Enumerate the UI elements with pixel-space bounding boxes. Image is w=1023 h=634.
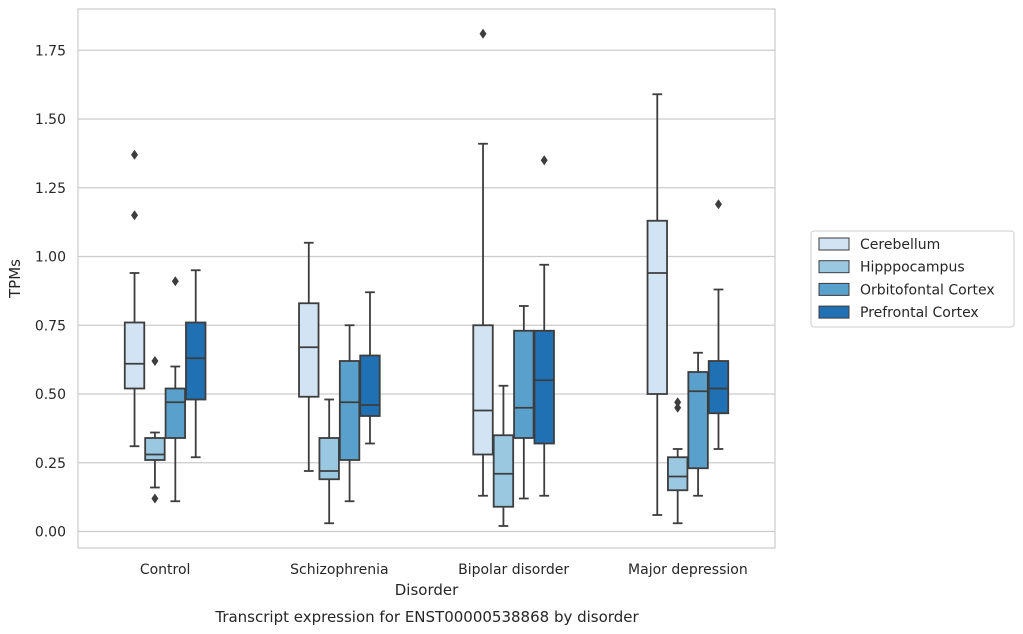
box-prefrontal-cortex xyxy=(359,291,381,445)
box-body xyxy=(513,329,535,439)
box-orbitofontal-cortex xyxy=(164,276,186,503)
box-hipppocampus xyxy=(318,398,340,525)
box-prefrontal-cortex xyxy=(707,199,730,450)
box-hipppocampus xyxy=(144,356,166,504)
box-body xyxy=(144,437,166,461)
plot-area-frame xyxy=(77,8,776,549)
box-orbitofontal-cortex xyxy=(338,324,361,503)
box-body xyxy=(318,437,340,481)
x-axis-label: Disorder xyxy=(395,581,459,599)
legend-entry: Cerebellum xyxy=(860,237,940,253)
box-body xyxy=(164,387,186,439)
box-cerebellum xyxy=(646,93,668,516)
y-tick-label: 0.50 xyxy=(35,387,66,403)
y-tick-label: 0.25 xyxy=(35,456,66,472)
outlier-point xyxy=(540,155,548,166)
boxes xyxy=(123,28,730,527)
box-body xyxy=(667,456,689,492)
legend-swatch xyxy=(818,282,850,296)
legend-swatch xyxy=(818,237,850,251)
x-tick-label: Control xyxy=(140,562,191,578)
box-body xyxy=(359,354,381,417)
x-tick-label: Bipolar disorder xyxy=(458,562,569,578)
box-body xyxy=(533,329,555,445)
outlier-point xyxy=(131,149,139,160)
outlier-point xyxy=(151,356,159,366)
box-hipppocampus xyxy=(492,384,515,527)
x-axis-ticks: Control Schizophrenia Bipolar disorder Majo… xyxy=(140,562,748,578)
outlier-point xyxy=(131,210,139,221)
box-body xyxy=(185,321,207,401)
box-body xyxy=(472,324,494,456)
y-tick-label: 0.75 xyxy=(35,318,66,334)
box-body xyxy=(646,219,668,395)
box-hipppocampus xyxy=(667,397,689,525)
y-axis-ticks: 0.00 0.25 0.50 0.75 1.00 1.25 1.50 1.75 xyxy=(35,43,66,540)
outlier-point xyxy=(714,199,722,210)
box-body xyxy=(687,371,709,470)
outlier-point xyxy=(674,397,682,408)
box-orbitofontal-cortex xyxy=(687,351,709,497)
outlier-point xyxy=(151,493,159,504)
y-tick-label: 0.00 xyxy=(35,525,66,541)
legend-swatch xyxy=(818,305,850,319)
y-axis-label: TPMs xyxy=(6,259,24,299)
box-prefrontal-cortex xyxy=(185,269,207,459)
y-tick-label: 1.75 xyxy=(35,43,66,59)
y-tick-label: 1.25 xyxy=(35,181,66,197)
x-tick-label: Schizophrenia xyxy=(290,562,388,578)
box-prefrontal-cortex xyxy=(533,155,555,497)
box-body xyxy=(707,360,730,415)
legend: Cerebellum Hipppocampus Orbitofontal Corte… xyxy=(810,230,1015,328)
legend-frame xyxy=(810,230,1015,328)
box-cerebellum xyxy=(123,149,146,448)
outlier-point xyxy=(674,402,682,413)
outlier-point xyxy=(479,28,487,39)
y-tick-label: 1.00 xyxy=(35,250,66,266)
box-cerebellum xyxy=(298,241,320,472)
box-body xyxy=(123,321,146,390)
outlier-point xyxy=(171,276,179,287)
box-body xyxy=(492,434,515,508)
legend-swatch xyxy=(818,260,850,274)
box-body xyxy=(298,302,320,398)
chart-caption: Transcript expression for ENST0000053886… xyxy=(214,608,639,626)
y-tick-label: 1.50 xyxy=(35,112,66,128)
box-orbitofontal-cortex xyxy=(513,305,535,500)
box-cerebellum xyxy=(472,28,494,497)
box-body xyxy=(338,360,361,461)
legend-entry: Prefrontal Cortex xyxy=(860,305,979,321)
x-tick-label: Major depression xyxy=(628,562,748,578)
legend-entry: Hipppocampus xyxy=(860,260,965,276)
legend-entry: Orbitofontal Cortex xyxy=(860,282,995,298)
